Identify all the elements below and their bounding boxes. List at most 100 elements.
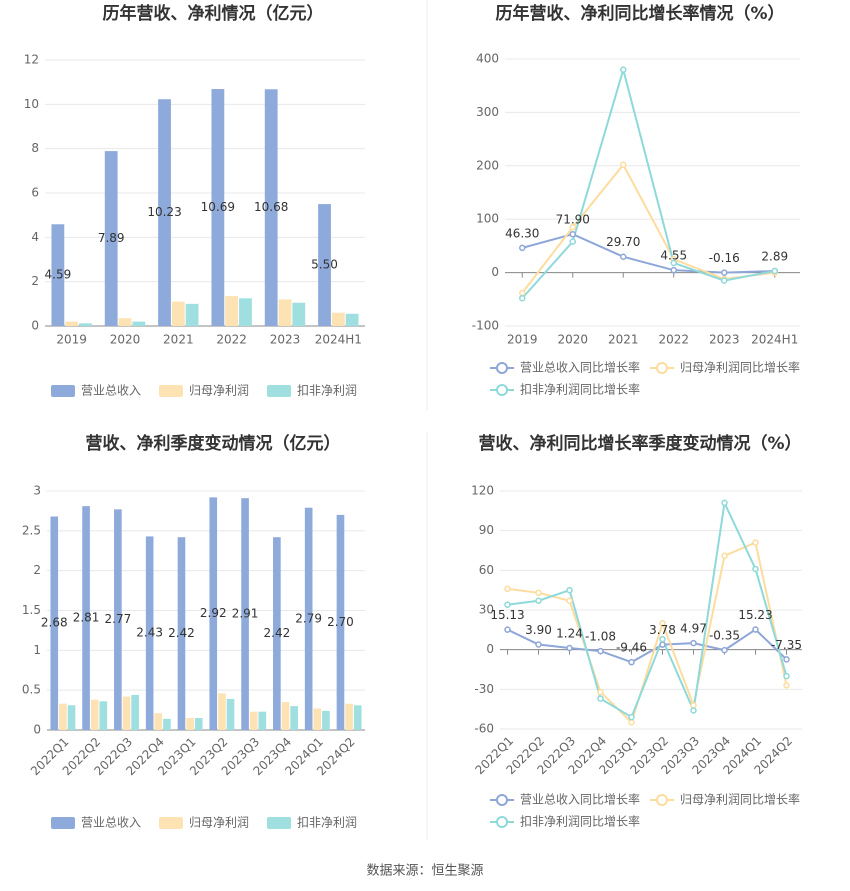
y-tick-label: -30	[474, 682, 494, 696]
bar	[211, 89, 225, 326]
data-label: -7.35	[771, 638, 802, 652]
legend-label: 营业总收入同比增长率	[520, 360, 640, 375]
bar	[59, 703, 67, 730]
line-point	[535, 589, 542, 597]
y-tick-label: 120	[471, 484, 494, 498]
line-point	[569, 238, 576, 245]
line-point	[752, 626, 759, 633]
line-point	[569, 230, 576, 238]
data-label: 5.50	[311, 258, 338, 272]
line-point	[519, 294, 526, 302]
y-tick-label: 100	[476, 212, 499, 226]
legend-swatch	[267, 385, 291, 397]
line-point	[783, 682, 790, 689]
chart-title: 营收、净利同比增长率季度变动情况（%）	[478, 433, 801, 454]
y-tick-label: 2	[31, 274, 39, 288]
line-point	[519, 289, 526, 297]
y-tick-label: 1	[33, 643, 41, 657]
line-series	[507, 541, 788, 725]
x-tick-label: 2021	[608, 333, 639, 347]
bar	[273, 537, 281, 730]
y-tick-label: 0	[33, 723, 41, 737]
bar	[258, 711, 267, 730]
line-series	[521, 233, 775, 274]
bar	[241, 498, 249, 730]
legend-marker	[496, 794, 508, 806]
chart-title: 营收、净利季度变动情况（亿元）	[86, 433, 341, 454]
legend-label: 扣非净利润	[297, 384, 357, 398]
x-tick-label: 2019	[507, 333, 538, 347]
line-series	[507, 628, 788, 664]
bar	[65, 321, 79, 326]
legend-label: 归母净利润同比增长率	[680, 360, 800, 375]
line-point	[504, 626, 511, 633]
y-tick-label: -100	[472, 319, 499, 333]
legend-label: 扣非净利润	[297, 816, 357, 830]
bar	[90, 699, 99, 730]
data-label: 4.55	[660, 249, 687, 263]
bar	[82, 506, 90, 730]
line-point	[721, 552, 728, 560]
bar	[345, 703, 353, 730]
x-tick-label: 2020	[110, 333, 141, 347]
line-point	[628, 658, 635, 666]
line-point	[628, 713, 635, 721]
line-point	[690, 707, 697, 714]
x-tick-label: 2024H1	[751, 333, 798, 347]
legend-label: 营业总收入	[81, 816, 141, 830]
data-label: -1.08	[585, 630, 616, 644]
data-label: 2.42	[264, 626, 291, 640]
bar	[51, 224, 65, 326]
line-series	[521, 65, 775, 299]
y-tick-label: 4	[31, 230, 39, 244]
y-tick-label: 10	[24, 97, 39, 111]
line-series	[507, 499, 788, 719]
data-label: 46.30	[505, 226, 539, 240]
data-label: 7.89	[98, 231, 125, 245]
data-label: 15.13	[490, 608, 524, 622]
bar	[131, 694, 139, 730]
line-point	[535, 597, 542, 604]
legend-label: 营业总收入	[81, 384, 141, 398]
line-point	[620, 161, 627, 168]
x-tick-label: 2019	[56, 333, 87, 347]
data-label: 71.90	[556, 213, 590, 227]
line-point	[771, 267, 778, 275]
line-point	[569, 223, 576, 231]
bar	[264, 89, 278, 326]
bar	[281, 702, 290, 730]
legend-swatch	[51, 385, 75, 397]
line-point	[628, 719, 635, 726]
data-label: 2.91	[232, 607, 259, 621]
bar	[145, 536, 154, 730]
legend-swatch	[51, 817, 75, 829]
bar	[158, 99, 171, 326]
bar	[154, 713, 163, 730]
legend-label: 归母净利润同比增长率	[680, 792, 800, 807]
line-point	[597, 695, 604, 702]
line-point	[659, 619, 666, 627]
data-label: 2.77	[105, 612, 132, 626]
data-label: 10.68	[254, 200, 288, 214]
line-point	[504, 585, 511, 593]
bar	[239, 298, 252, 326]
data-label: 3.90	[525, 623, 552, 637]
bar	[114, 509, 122, 730]
line-point	[690, 701, 697, 709]
legend-label: 扣非净利润同比增长率	[520, 382, 640, 397]
y-tick-label: 0.5	[22, 683, 41, 697]
y-tick-label: 1.5	[22, 603, 41, 617]
bar	[313, 708, 322, 730]
line-point	[721, 269, 728, 276]
bar	[185, 303, 199, 326]
data-label: 29.70	[606, 235, 640, 249]
y-tick-label: 2.5	[22, 523, 41, 537]
y-tick-label: -60	[474, 722, 494, 736]
y-tick-label: 0	[31, 319, 39, 333]
data-label: -0.16	[709, 251, 740, 265]
y-tick-label: 60	[479, 563, 494, 577]
data-label: 2.42	[168, 626, 195, 640]
bar	[226, 698, 235, 730]
data-label: 2.81	[73, 611, 100, 625]
line-point	[620, 66, 627, 73]
